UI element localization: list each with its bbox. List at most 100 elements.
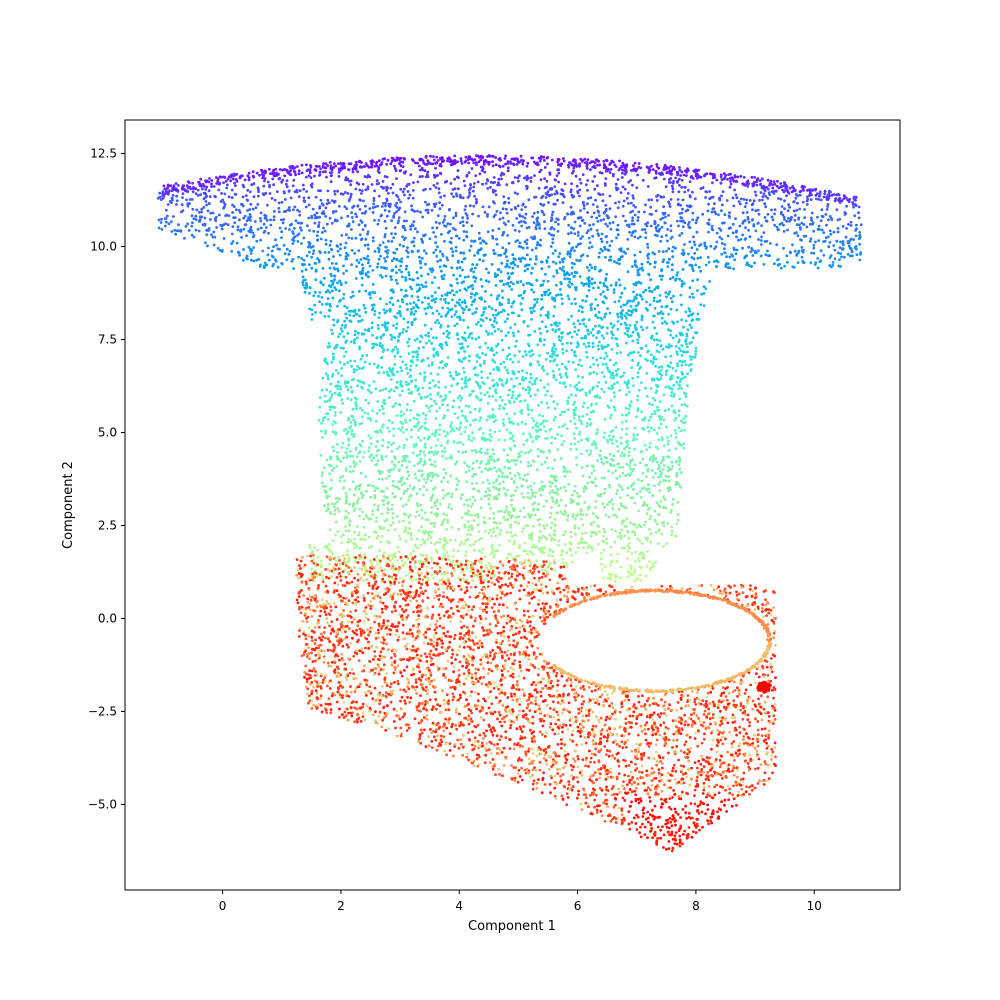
data-point: [621, 413, 624, 417]
data-point: [627, 450, 631, 454]
data-point: [754, 229, 758, 233]
data-point: [585, 282, 588, 286]
data-point: [308, 291, 311, 295]
data-point: [410, 321, 414, 325]
data-point: [510, 396, 514, 399]
data-point: [492, 325, 496, 329]
data-point: [412, 220, 416, 224]
data-point: [388, 390, 391, 393]
data-point: [374, 430, 377, 433]
data-point: [407, 388, 411, 391]
data-point: [391, 421, 394, 425]
data-point: [697, 318, 701, 321]
data-point: [554, 491, 558, 494]
data-point: [287, 189, 291, 193]
data-point: [547, 448, 551, 452]
data-point: [735, 235, 738, 239]
data-point: [442, 277, 446, 281]
data-point: [780, 205, 784, 208]
data-point: [636, 398, 639, 402]
data-point: [680, 429, 683, 433]
data-point: [307, 216, 311, 220]
data-point: [657, 438, 661, 442]
data-point: [359, 471, 363, 475]
data-point: [678, 460, 682, 463]
data-point: [654, 531, 658, 534]
data-point: [576, 231, 580, 234]
data-point: [652, 314, 655, 318]
data-point: [542, 425, 546, 428]
data-point: [847, 223, 850, 226]
data-point: [365, 516, 369, 519]
data-point: [283, 191, 286, 195]
data-point: [814, 261, 818, 264]
data-point: [588, 417, 591, 421]
data-point: [410, 204, 413, 208]
data-point: [432, 158, 436, 162]
data-point: [330, 174, 333, 178]
data-point: [712, 260, 716, 263]
data-point: [647, 198, 651, 202]
data-point: [353, 432, 356, 436]
data-point: [521, 161, 525, 165]
data-point: [456, 416, 460, 419]
data-point: [537, 455, 540, 458]
data-point: [512, 282, 515, 286]
data-point: [214, 216, 218, 219]
data-point: [648, 262, 652, 266]
data-point: [667, 343, 671, 346]
data-point: [325, 202, 329, 206]
data-point: [368, 264, 372, 268]
data-point: [680, 303, 683, 307]
data-point: [191, 181, 195, 185]
data-point: [176, 184, 180, 187]
data-point: [799, 238, 802, 242]
data-point: [670, 508, 673, 512]
data-point: [493, 497, 496, 501]
data-point: [179, 230, 183, 233]
data-point: [199, 193, 202, 197]
data-point: [433, 434, 437, 438]
data-point: [567, 223, 571, 227]
data-point: [666, 486, 670, 490]
data-point: [808, 239, 812, 243]
data-point: [197, 229, 201, 233]
data-point: [380, 356, 384, 359]
data-point: [822, 231, 826, 235]
data-point: [372, 456, 376, 459]
data-point: [626, 270, 630, 274]
data-point: [646, 550, 649, 553]
data-point: [527, 344, 531, 348]
data-point: [207, 189, 211, 193]
data-point: [812, 243, 816, 247]
data-point: [632, 433, 636, 436]
data-point: [475, 307, 478, 310]
data-point: [506, 354, 509, 358]
data-point: [588, 391, 592, 395]
data-point: [599, 292, 603, 296]
data-point: [566, 408, 570, 412]
data-point: [366, 243, 370, 247]
data-point: [770, 215, 774, 219]
data-point: [333, 199, 337, 203]
data-point: [334, 209, 338, 213]
data-point: [619, 375, 622, 379]
data-point: [231, 211, 235, 214]
data-point: [544, 437, 547, 440]
data-point: [711, 207, 715, 211]
data-point: [342, 292, 346, 296]
data-point: [560, 434, 563, 438]
data-point: [649, 532, 653, 536]
data-point: [573, 401, 576, 404]
data-point: [345, 269, 348, 273]
data-point: [654, 472, 657, 475]
data-point: [429, 446, 433, 449]
data-point: [409, 285, 412, 289]
data-point: [602, 336, 606, 340]
data-point: [641, 228, 644, 232]
data-point: [376, 222, 380, 226]
data-point: [546, 162, 549, 166]
data-point: [802, 223, 806, 226]
data-point: [542, 551, 546, 555]
data-point: [586, 329, 590, 333]
